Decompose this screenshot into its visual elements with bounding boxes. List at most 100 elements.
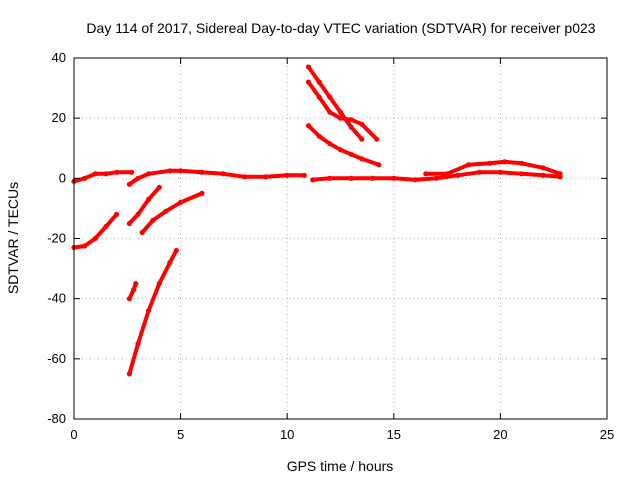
data-point	[476, 169, 482, 175]
data-point	[391, 175, 397, 181]
data-point	[178, 168, 184, 174]
y-tick-label: -80	[47, 411, 66, 426]
data-point	[126, 220, 132, 227]
data-point	[465, 162, 471, 168]
data-point	[497, 169, 503, 175]
series-trace-11	[306, 80, 379, 142]
y-tick-label: -40	[47, 291, 66, 306]
data-point	[167, 168, 173, 174]
data-point	[199, 190, 205, 196]
data-point	[502, 159, 508, 165]
data-point	[359, 156, 365, 162]
data-point	[540, 165, 546, 171]
data-point	[316, 79, 322, 85]
series-trace-6	[127, 248, 179, 376]
data-point	[337, 109, 344, 115]
data-point	[327, 109, 333, 115]
series-trace-10	[306, 65, 364, 142]
data-point	[263, 174, 269, 180]
data-point	[359, 136, 365, 142]
chart-title: Day 114 of 2017, Sidereal Day-to-day VTE…	[86, 20, 595, 36]
data-point	[135, 211, 141, 217]
data-point	[126, 181, 132, 187]
data-point	[337, 147, 344, 153]
data-point	[146, 171, 152, 177]
data-point	[327, 175, 333, 181]
x-axis-label: GPS time / hours	[287, 458, 394, 474]
data-point	[327, 141, 333, 147]
series-trace-3	[127, 185, 162, 226]
axes: 0 5 10 15 20 25 -80 -60 -40 -20 0 20 40	[47, 50, 614, 442]
data-point	[173, 247, 179, 254]
data-point	[327, 94, 333, 100]
data-point	[348, 151, 354, 157]
data-point	[131, 287, 137, 293]
x-tick-label: 0	[70, 427, 77, 442]
data-point	[103, 171, 109, 177]
series-layer	[71, 64, 563, 377]
data-point	[316, 94, 322, 100]
data-point	[92, 171, 98, 177]
data-point	[305, 64, 312, 70]
data-point	[114, 169, 120, 175]
data-point	[114, 211, 120, 217]
data-point	[146, 196, 152, 202]
data-point	[135, 341, 141, 347]
data-point	[82, 175, 88, 181]
data-point	[92, 235, 98, 242]
data-point	[369, 175, 376, 181]
data-point	[348, 175, 354, 181]
data-point	[519, 171, 525, 177]
data-point	[359, 121, 365, 127]
data-point	[310, 177, 316, 183]
data-point	[284, 172, 290, 178]
series-trace-7	[127, 168, 307, 187]
data-point	[374, 136, 380, 142]
x-tick-label: 10	[280, 427, 294, 442]
data-point	[135, 175, 141, 181]
data-point	[156, 184, 162, 190]
data-point	[129, 169, 135, 175]
data-point	[348, 117, 354, 123]
data-point	[376, 162, 382, 168]
data-point	[337, 115, 344, 121]
data-point	[133, 281, 139, 287]
x-tick-label: 25	[600, 427, 614, 442]
data-point	[455, 172, 461, 178]
data-point	[423, 171, 429, 177]
data-point	[557, 171, 563, 177]
data-point	[156, 281, 162, 287]
data-point	[126, 371, 132, 377]
data-point	[126, 296, 132, 302]
data-point	[444, 171, 450, 177]
data-point	[163, 208, 169, 214]
data-point	[220, 171, 226, 177]
data-point	[150, 217, 156, 223]
y-tick-label: -60	[47, 351, 66, 366]
data-point	[199, 169, 205, 175]
x-tick-label: 20	[493, 427, 507, 442]
data-point	[519, 160, 525, 166]
y-axis-label: SDTVAR / TECUs	[5, 182, 21, 294]
data-point	[82, 243, 88, 249]
y-tick-label: 0	[59, 170, 66, 185]
y-tick-label: 20	[52, 110, 66, 125]
data-point	[305, 123, 312, 129]
data-point	[178, 199, 184, 205]
y-tick-label: 40	[52, 50, 66, 65]
y-tick-label: -20	[47, 231, 66, 246]
data-point	[242, 174, 248, 180]
data-point	[487, 160, 493, 166]
data-point	[146, 308, 152, 314]
data-point	[433, 175, 439, 181]
data-point	[412, 177, 418, 183]
data-point	[167, 260, 173, 266]
plot-frame	[73, 57, 608, 420]
data-point	[103, 223, 109, 230]
data-point	[540, 172, 546, 178]
data-point	[316, 133, 322, 139]
data-point	[348, 124, 354, 130]
grid	[74, 58, 607, 419]
data-point	[305, 79, 312, 85]
